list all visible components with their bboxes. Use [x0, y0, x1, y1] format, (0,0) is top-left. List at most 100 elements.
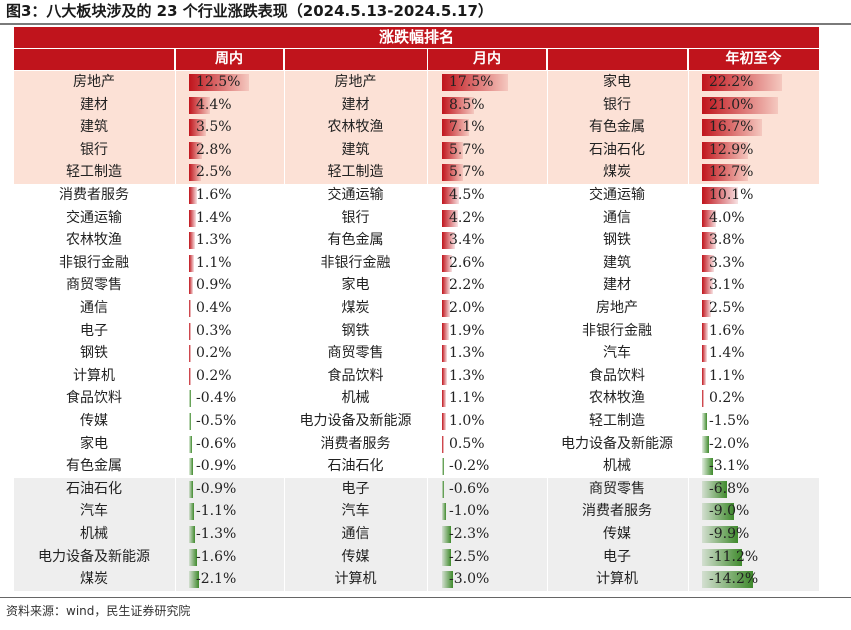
negative-bar	[702, 526, 738, 543]
industry-name-week: 非银行金融	[59, 254, 129, 271]
table-row: 食品饮料 -0.4% 机械 1.1% 农林牧渔 0.2%	[14, 387, 819, 410]
negative-bar	[442, 503, 446, 521]
change-value-week: -0.4%	[196, 390, 237, 407]
negative-bar	[189, 435, 192, 453]
value-cell-ytd: -9.9%	[688, 523, 819, 546]
positive-bar	[702, 141, 749, 159]
industry-name-ytd: 商贸零售	[589, 480, 645, 497]
positive-bar	[189, 345, 191, 363]
industry-name-month: 农林牧渔	[327, 119, 384, 136]
negative-bar	[189, 390, 191, 408]
industry-name-month: 汽车	[341, 503, 370, 520]
value-cell-ytd: -9.0%	[688, 500, 819, 523]
industry-name-month: 电力设备及新能源	[299, 413, 412, 429]
change-value-week: -0.6%	[196, 435, 237, 452]
industry-name-week: 消费者服务	[59, 187, 129, 203]
value-cell-week: 3.5%	[175, 116, 283, 139]
positive-bar	[189, 187, 197, 204]
change-value-ytd: -6.8%	[709, 480, 750, 497]
source-note: 资料来源：wind，民生证券研究院	[6, 604, 191, 618]
value-cell-month: 3.4%	[428, 229, 546, 252]
change-value-ytd: -11.2%	[709, 548, 759, 565]
industry-name-month: 消费者服务	[320, 435, 391, 452]
value-cell-ytd: 12.7%	[688, 161, 819, 184]
table-banner: 涨跌幅排名	[14, 27, 819, 48]
value-cell-week: 1.1%	[175, 252, 283, 275]
industry-name-month: 建筑	[341, 141, 370, 158]
positive-bar	[442, 322, 450, 340]
table-row: 钢铁 0.2% 商贸零售 1.3% 汽车 1.4%	[14, 342, 819, 365]
value-cell-month: -0.6%	[428, 478, 546, 501]
industry-name-month: 石油石化	[327, 458, 384, 475]
change-value-month: 2.2%	[449, 277, 485, 294]
industry-name-month: 食品饮料	[327, 367, 384, 384]
industry-name-month: 通信	[341, 526, 370, 542]
positive-bar	[442, 300, 450, 317]
value-cell-week: -1.6%	[175, 546, 283, 569]
change-value-ytd: 10.1%	[709, 187, 754, 203]
industry-name-week: 农林牧渔	[66, 232, 122, 249]
negative-bar	[702, 571, 754, 589]
value-cell-week: 0.3%	[175, 320, 283, 343]
industry-name-ytd: 建筑	[603, 254, 631, 271]
negative-bar	[702, 435, 710, 453]
industry-name-week: 钢铁	[80, 345, 108, 362]
table-row: 有色金属 -0.9% 石油石化 -0.2% 机械 -3.1%	[14, 455, 819, 478]
change-value-week: 12.5%	[196, 74, 241, 90]
positive-bar	[702, 300, 711, 317]
value-cell-ytd: 21.0%	[688, 94, 819, 117]
negative-bar	[189, 413, 192, 430]
value-cell-month: 2.2%	[428, 274, 546, 297]
value-cell-month: 5.7%	[428, 139, 546, 162]
value-cell-week: 1.6%	[175, 184, 283, 207]
change-value-ytd: 3.3%	[709, 254, 745, 271]
table-row: 农林牧渔 1.3% 有色金属 3.4% 钢铁 3.8%	[14, 229, 819, 252]
industry-name-month: 家电	[341, 277, 370, 294]
change-value-week: 0.2%	[196, 345, 232, 362]
change-value-ytd: -3.1%	[709, 458, 750, 475]
industry-name-week: 传媒	[80, 413, 108, 429]
change-value-month: -0.2%	[449, 458, 490, 475]
change-value-week: 0.9%	[196, 277, 232, 294]
positive-bar	[442, 96, 475, 114]
change-value-month: 0.5%	[449, 435, 485, 452]
industry-name-month: 银行	[341, 209, 370, 226]
change-value-month: 3.4%	[449, 232, 485, 249]
industry-name-ytd: 食品饮料	[589, 367, 645, 384]
industry-name-ytd: 农林牧渔	[589, 390, 645, 407]
value-cell-ytd: 3.8%	[688, 229, 819, 252]
value-cell-week: 0.9%	[175, 274, 283, 297]
table-row: 石油石化 -0.9% 电子 -0.6% 商贸零售 -6.8%	[14, 478, 819, 501]
value-cell-month: -0.2%	[428, 455, 546, 478]
value-cell-ytd: 3.1%	[688, 274, 819, 297]
table-row: 煤炭 -2.1% 计算机 -3.0% 计算机 -14.2%	[14, 568, 819, 591]
positive-bar	[442, 367, 447, 385]
negative-bar	[189, 458, 194, 476]
value-cell-week: 4.4%	[175, 94, 283, 117]
industry-name-week: 电力设备及新能源	[38, 548, 150, 565]
industry-name-week: 房地产	[73, 74, 115, 90]
positive-bar	[702, 96, 778, 114]
industry-name-ytd: 消费者服务	[582, 503, 652, 520]
change-value-ytd: 1.1%	[709, 367, 745, 384]
change-value-ytd: 12.9%	[709, 141, 754, 158]
positive-bar	[702, 390, 704, 408]
industry-name-ytd: 汽车	[603, 345, 631, 362]
industry-name-month: 传媒	[341, 548, 370, 565]
positive-bar	[189, 277, 194, 295]
change-value-month: 8.5%	[449, 96, 485, 113]
change-value-month: 4.5%	[449, 187, 485, 203]
industry-name-month: 钢铁	[341, 322, 370, 339]
value-cell-week: 1.3%	[175, 229, 283, 252]
value-cell-month: 17.5%	[428, 71, 546, 94]
negative-bar	[189, 548, 197, 566]
change-value-ytd: 21.0%	[709, 96, 754, 113]
change-value-week: 2.5%	[196, 164, 232, 181]
industry-name-ytd: 机械	[603, 458, 631, 475]
positive-bar	[702, 322, 708, 340]
change-value-ytd: -2.0%	[709, 435, 750, 452]
change-value-month: 17.5%	[449, 74, 494, 90]
industry-name-month: 交通运输	[327, 187, 384, 203]
change-value-month: 1.3%	[449, 367, 485, 384]
table-row: 消费者服务 1.6% 交通运输 4.5% 交通运输 10.1%	[14, 184, 819, 207]
